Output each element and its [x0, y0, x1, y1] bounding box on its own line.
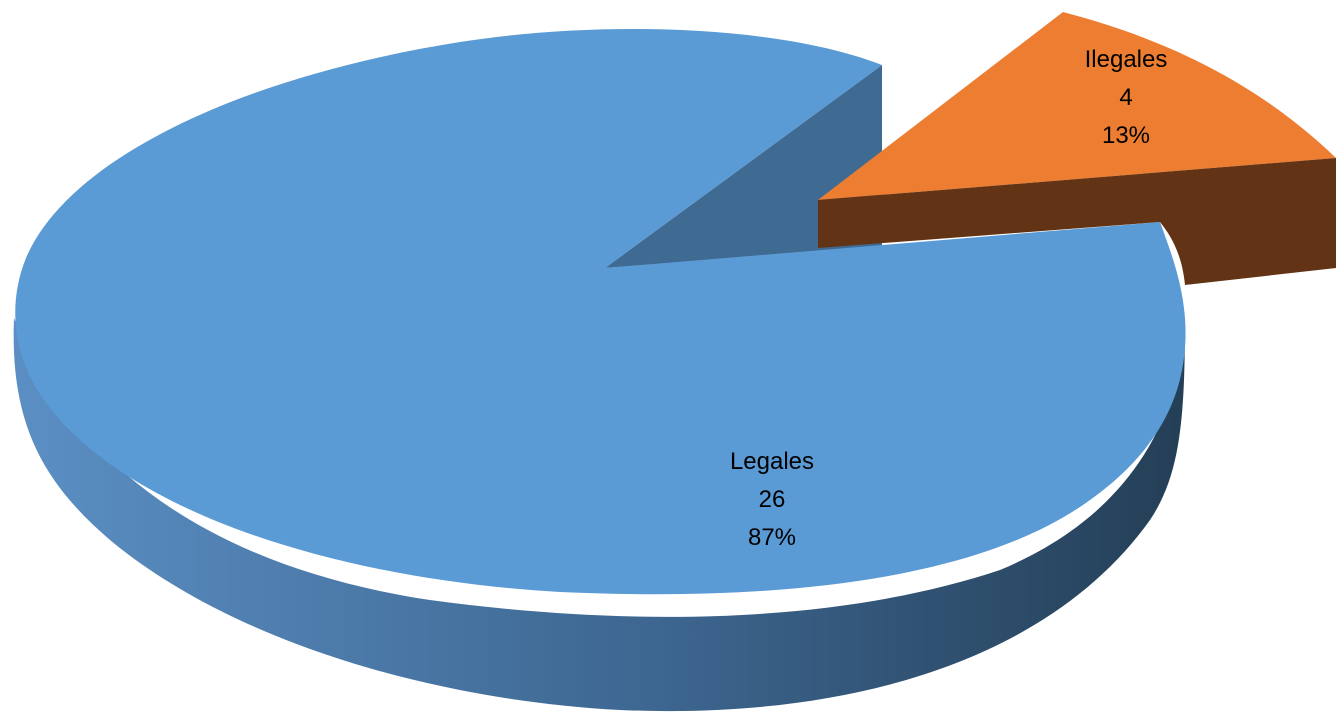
slice-legales-side	[13, 318, 1185, 712]
slice-ilegales	[818, 12, 1336, 200]
legales-percent: 87%	[748, 524, 796, 551]
slice-legales	[15, 29, 1186, 595]
ilegales-label: Ilegales	[1085, 46, 1168, 73]
legales-label: Legales	[730, 448, 814, 475]
ilegales-percent: 13%	[1102, 122, 1150, 149]
slice-ilegales-side	[818, 158, 1336, 285]
legales-value: 26	[759, 486, 786, 513]
ilegales-value: 4	[1119, 84, 1132, 111]
